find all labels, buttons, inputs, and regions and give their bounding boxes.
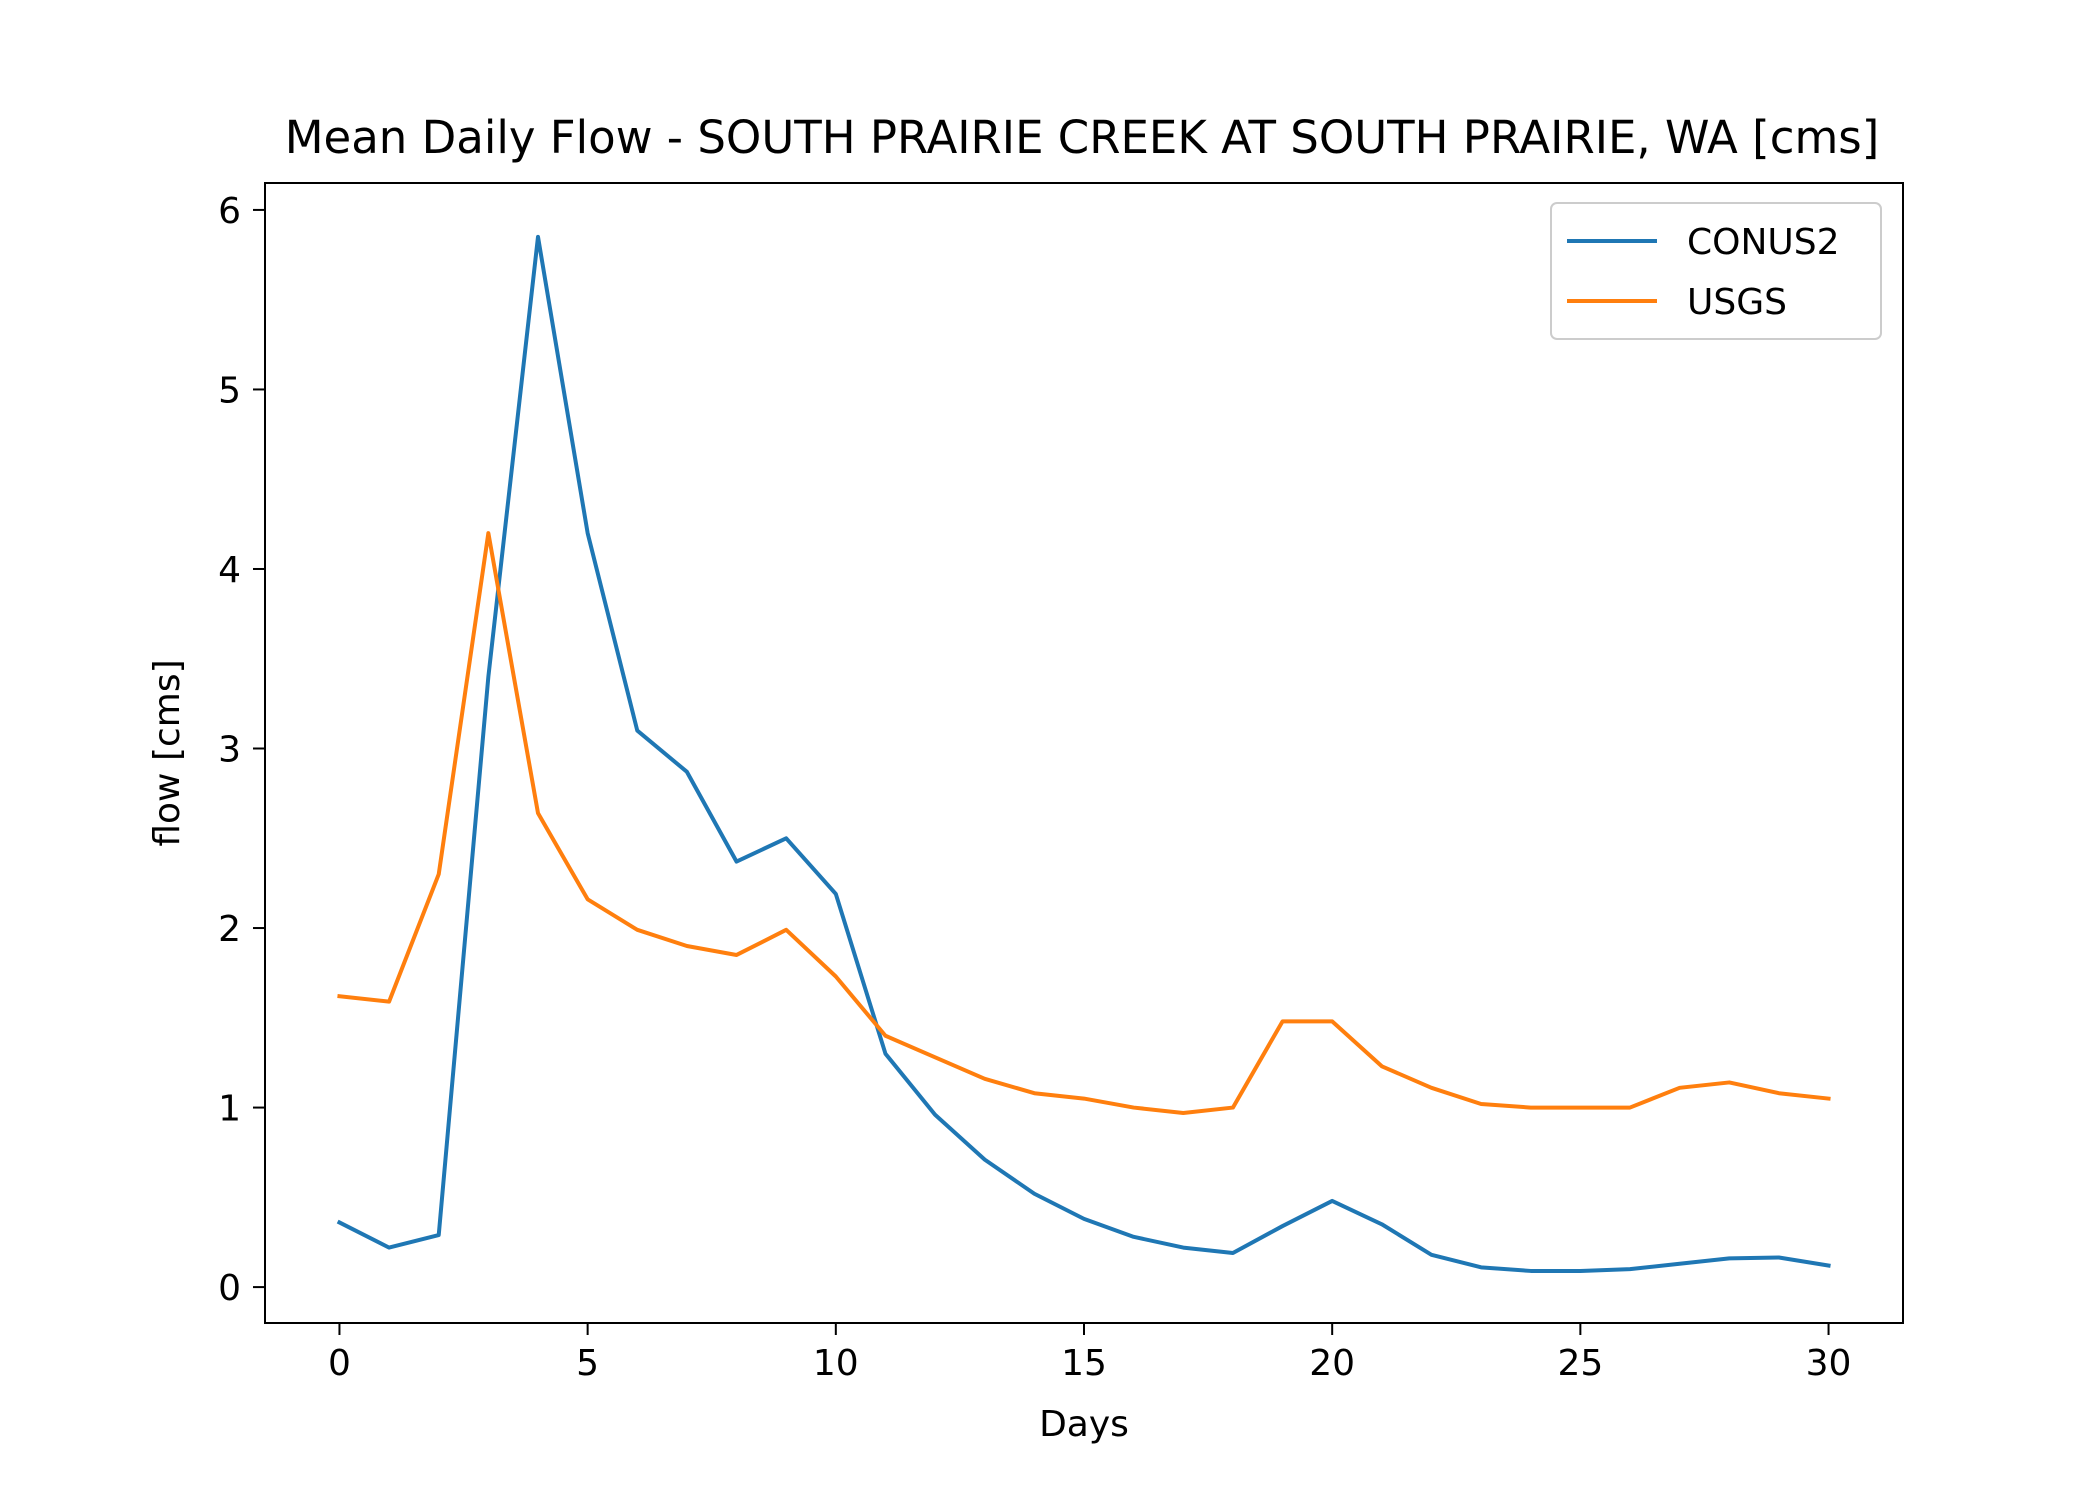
x-tick-label: 25 xyxy=(1557,1343,1603,1384)
y-tick-label: 1 xyxy=(218,1089,241,1130)
plot-frame xyxy=(264,182,1904,1324)
legend-box xyxy=(1550,202,1882,340)
x-tick-label: 0 xyxy=(328,1343,351,1384)
legend: CONUS2 USGS xyxy=(1550,202,1882,340)
x-tick-label: 10 xyxy=(813,1343,859,1384)
x-tick-label: 15 xyxy=(1061,1343,1107,1384)
x-tick-label: 30 xyxy=(1806,1343,1852,1384)
x-axis-label: Days xyxy=(1039,1404,1129,1445)
x-tick-label: 20 xyxy=(1309,1343,1355,1384)
legend-label-conus2: CONUS2 xyxy=(1687,222,1840,263)
series-line-conus2 xyxy=(336,234,1831,1273)
series-line-usgs xyxy=(337,531,1831,1115)
x-tick-label: 5 xyxy=(576,1343,599,1384)
y-tick-label: 5 xyxy=(218,370,241,411)
chart-title: Mean Daily Flow - SOUTH PRAIRIE CREEK AT… xyxy=(285,111,1880,164)
y-tick-label: 2 xyxy=(218,909,241,950)
legend-label-usgs: USGS xyxy=(1687,282,1787,323)
y-tick-label: 0 xyxy=(218,1268,241,1309)
y-axis-label: flow [cms] xyxy=(147,659,188,846)
y-tick-label: 4 xyxy=(218,550,241,591)
y-tick-label: 6 xyxy=(218,191,241,232)
y-tick-label: 3 xyxy=(218,730,241,771)
